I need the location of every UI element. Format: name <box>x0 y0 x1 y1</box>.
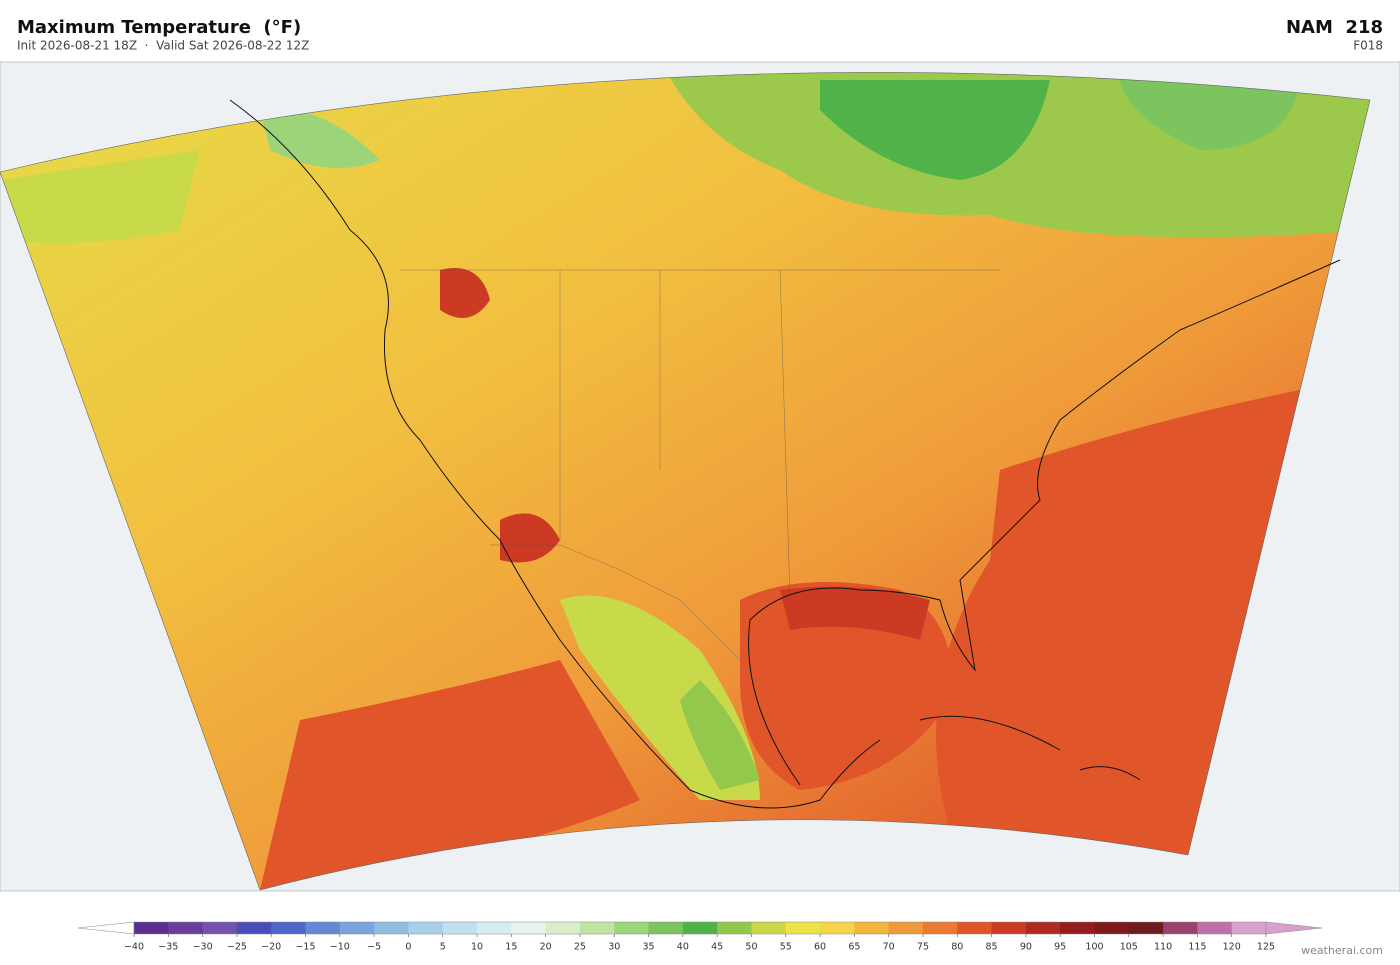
temperature-field <box>0 72 1370 890</box>
colorbar-segment <box>134 922 169 934</box>
colorbar-tick-label: 75 <box>917 942 929 953</box>
colorbar-tick-label: −35 <box>158 942 178 953</box>
colorbar-tick-label: −30 <box>193 942 213 953</box>
colorbar-tick-label: 85 <box>986 942 998 953</box>
forecast-hour: F018 <box>1353 39 1383 53</box>
colorbar-tick-label: 60 <box>814 942 826 953</box>
colorbar-tick-label: 90 <box>1020 942 1032 953</box>
colorbar-tick-label: −20 <box>261 942 281 953</box>
colorbar-segment <box>648 922 684 934</box>
colorbar-tick-label: 45 <box>711 942 723 953</box>
colorbar-segment <box>1128 922 1164 934</box>
colorbar-tick-label: 105 <box>1120 942 1138 953</box>
colorbar-segment <box>1163 922 1198 934</box>
colorbar-segment <box>168 922 204 934</box>
colorbar-tick-label: 70 <box>883 942 895 953</box>
map-subtitle: Init 2026-08-21 18Z · Valid Sat 2026-08-… <box>17 39 309 53</box>
colorbar-tick-label: 20 <box>540 942 552 953</box>
colorbar-tick-label: 10 <box>471 942 483 953</box>
colorbar-segment <box>854 922 890 934</box>
colorbar-segment <box>682 922 718 934</box>
colorbar-segment <box>305 922 341 934</box>
colorbar-tick-label: 125 <box>1257 942 1275 953</box>
watermark: weatherai.com <box>1301 944 1383 957</box>
colorbar-segment <box>1094 922 1130 934</box>
colorbar-segment <box>442 922 478 934</box>
colorbar-tick-label: 115 <box>1188 942 1206 953</box>
colorbar-tick-label: 65 <box>848 942 860 953</box>
colorbar-segment <box>888 922 924 934</box>
colorbar-segment <box>579 922 615 934</box>
colorbar: −40 −35 −30 −25 −20 −15 −10 −5 0 5 10 15 20 25 30 35 40 4… <box>77 921 1323 953</box>
colorbar-tick-label: 40 <box>677 942 689 953</box>
colorbar-tick-label: 110 <box>1154 942 1172 953</box>
colorbar-segment <box>922 922 958 934</box>
colorbar-segment <box>614 922 649 934</box>
colorbar-tick-label: 100 <box>1085 942 1103 953</box>
colorbar-tick-label: −5 <box>367 942 381 953</box>
coastlines <box>229 99 1341 809</box>
colorbar-segment <box>236 922 272 934</box>
colorbar-tick-label: 25 <box>574 942 586 953</box>
colorbar-tick-label: 120 <box>1223 942 1241 953</box>
colorbar-segment <box>820 922 855 934</box>
colorbar-tick-label: −25 <box>227 942 247 953</box>
colorbar-segment <box>408 922 444 934</box>
colorbar-tick-label: −10 <box>330 942 350 953</box>
colorbar-segment <box>511 922 547 934</box>
colorbar-segment <box>785 922 821 934</box>
colorbar-segment <box>1060 922 1095 934</box>
colorbar-segment <box>271 922 306 934</box>
colorbar-tick-label: 35 <box>642 942 654 953</box>
colorbar-segment <box>991 922 1027 934</box>
model-name: NAM 218 <box>1286 17 1383 38</box>
colorbar-tick-label: 0 <box>405 942 411 953</box>
borders <box>400 269 1000 661</box>
colorbar-frame <box>133 921 1267 935</box>
colorbar-tick-label: 55 <box>780 942 792 953</box>
map-title: Maximum Temperature (°F) <box>17 17 301 38</box>
colorbar-segment <box>957 922 992 934</box>
colorbar-segment <box>477 922 512 934</box>
colorbar-segment <box>339 922 375 934</box>
colorbar-segment <box>202 922 238 934</box>
colorbar-tick-label: 95 <box>1054 942 1066 953</box>
colorbar-tick-label: 15 <box>505 942 517 953</box>
colorbar-segment <box>751 922 787 934</box>
colorbar-under <box>77 921 135 935</box>
colorbar-tick-label: 30 <box>608 942 620 953</box>
colorbar-tick-label: 50 <box>745 942 757 953</box>
colorbar-segment <box>374 922 409 934</box>
colorbar-segment <box>1025 922 1061 934</box>
colorbar-tick-label: −40 <box>124 942 144 953</box>
colorbar-over <box>1265 921 1323 935</box>
colorbar-tick-label: −15 <box>295 942 315 953</box>
colorbar-tick-label: 80 <box>951 942 963 953</box>
colorbar-segment <box>1197 922 1233 934</box>
colorbar-tick-label: 5 <box>440 942 446 953</box>
colorbar-segment <box>545 922 581 934</box>
colorbar-segment <box>1231 922 1267 934</box>
colorbar-segment <box>717 922 752 934</box>
